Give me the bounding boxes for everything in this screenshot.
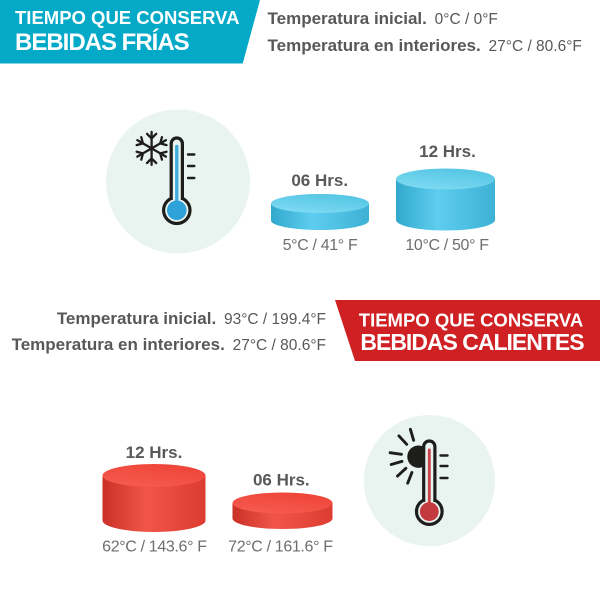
svg-text:72°C / 161.6° F: 72°C / 161.6° F: [228, 538, 333, 555]
svg-text:TIEMPO QUE CONSERVA: TIEMPO QUE CONSERVA: [15, 7, 239, 28]
svg-text:BEBIDAS FRÍAS: BEBIDAS FRÍAS: [15, 28, 190, 56]
svg-text:Temperatura en interiores. 27°: Temperatura en interiores. 27°C / 80.6°F: [12, 335, 326, 354]
svg-text:5°C / 41° F: 5°C / 41° F: [283, 237, 358, 254]
svg-text:10°C / 50° F: 10°C / 50° F: [405, 237, 489, 254]
svg-text:62°C / 143.6° F: 62°C / 143.6° F: [102, 538, 207, 555]
svg-text:12 Hrs.: 12 Hrs.: [126, 443, 183, 462]
svg-text:Temperatura en interiores. 27°: Temperatura en interiores. 27°C / 80.6°F: [268, 36, 582, 55]
svg-text:Temperatura inicial. 93°C / 19: Temperatura inicial. 93°C / 199.4°F: [57, 309, 326, 328]
svg-text:Temperatura inicial. 0°C / 0°F: Temperatura inicial. 0°C / 0°F: [268, 9, 498, 28]
svg-text:12 Hrs.: 12 Hrs.: [419, 142, 476, 161]
svg-text:TIEMPO QUE CONSERVA: TIEMPO QUE CONSERVA: [359, 310, 583, 331]
svg-text:06 Hrs.: 06 Hrs.: [253, 471, 310, 490]
svg-text:06 Hrs.: 06 Hrs.: [291, 171, 348, 190]
svg-text:BEBIDAS CALIENTES: BEBIDAS CALIENTES: [360, 329, 584, 355]
